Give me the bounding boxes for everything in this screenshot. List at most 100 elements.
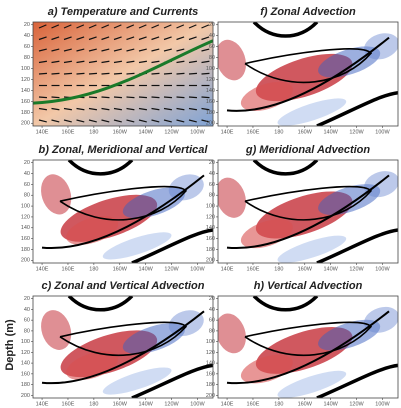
x-tick-label: 100W	[190, 401, 205, 407]
x-tick-label: 160E	[247, 129, 260, 135]
field	[33, 296, 213, 400]
x-tick-label: 160E	[62, 266, 75, 272]
current-arrow	[189, 73, 197, 74]
x-tick-label: 100W	[375, 129, 390, 135]
x-tick-label: 160E	[62, 401, 75, 407]
x-tick-label: 180	[274, 129, 283, 135]
x-tick-label: 140W	[323, 266, 338, 272]
y-tick-label: 60	[209, 44, 215, 50]
x-tick-label: 120W	[164, 266, 179, 272]
y-tick-label: 60	[24, 44, 30, 50]
x-tick-label: 140W	[323, 401, 338, 407]
y-tick-label: 120	[206, 214, 215, 220]
field	[33, 22, 213, 126]
panel-field	[33, 296, 213, 400]
x-tick-label: 160E	[247, 266, 260, 272]
y-tick-label: 60	[209, 182, 215, 188]
y-tick-label: 200	[21, 258, 30, 264]
y-tick-label: 160	[206, 371, 215, 377]
y-tick-label: 140	[21, 88, 30, 94]
current-arrow	[64, 73, 72, 74]
panel-title: a) Temperature and Currents	[48, 6, 199, 18]
y-tick-label: 180	[206, 247, 215, 253]
current-arrow	[164, 73, 172, 74]
x-tick-label: 100W	[375, 401, 390, 407]
x-tick-label: 140E	[221, 401, 234, 407]
panel-title: h) Vertical Advection	[254, 280, 363, 292]
current-arrow	[77, 73, 85, 74]
panel-field	[211, 296, 401, 403]
current-arrow	[39, 97, 47, 98]
x-tick-label: 100W	[190, 129, 205, 135]
panel-title: c) Zonal and Vertical Advection	[42, 280, 205, 292]
x-tick-label: 160W	[113, 266, 128, 272]
x-tick-label: 160W	[298, 129, 313, 135]
panel-field	[33, 160, 213, 265]
y-tick-label: 140	[21, 361, 30, 367]
x-tick-label: 140W	[138, 266, 153, 272]
x-tick-label: 160E	[247, 401, 260, 407]
field	[211, 22, 401, 131]
x-tick-label: 160W	[298, 401, 313, 407]
y-tick-label: 20	[209, 22, 215, 28]
current-arrow	[52, 73, 60, 74]
panel-field	[33, 22, 213, 126]
y-tick-label: 160	[206, 236, 215, 242]
panel-field	[211, 22, 401, 131]
y-tick-label: 120	[21, 214, 30, 220]
y-tick-label: 80	[24, 193, 30, 199]
y-tick-label: 200	[206, 121, 215, 127]
current-arrow	[114, 73, 122, 74]
y-tick-label: 40	[209, 33, 215, 39]
current-arrow	[89, 73, 97, 74]
y-tick-label: 120	[21, 77, 30, 83]
y-tick-label: 120	[206, 350, 215, 356]
field	[211, 296, 401, 403]
x-tick-label: 120W	[349, 401, 364, 407]
x-tick-label: 180	[89, 266, 98, 272]
temperature-field	[33, 22, 213, 126]
x-tick-label: 120W	[349, 129, 364, 135]
y-tick-label: 140	[206, 88, 215, 94]
y-tick-label: 100	[21, 339, 30, 345]
y-tick-label: 100	[21, 204, 30, 210]
current-arrow	[102, 97, 110, 98]
current-arrow	[52, 97, 60, 98]
y-tick-label: 20	[209, 160, 215, 166]
x-tick-label: 180	[274, 266, 283, 272]
field	[33, 160, 213, 265]
x-tick-label: 160W	[298, 266, 313, 272]
y-tick-label: 80	[209, 55, 215, 61]
x-tick-label: 120W	[164, 401, 179, 407]
y-tick-label: 200	[21, 393, 30, 399]
y-tick-label: 180	[21, 247, 30, 253]
y-tick-label: 80	[209, 193, 215, 199]
current-arrow	[39, 73, 47, 74]
current-arrow	[102, 73, 110, 74]
field	[211, 160, 401, 268]
figure: Depth (m) a) Temperature and Currents140…	[0, 0, 401, 408]
current-arrow	[89, 97, 97, 98]
current-arrow	[202, 73, 210, 74]
y-tick-label: 100	[206, 66, 215, 72]
current-arrow	[152, 97, 160, 98]
x-tick-label: 140E	[36, 266, 49, 272]
y-tick-label: 60	[209, 318, 215, 324]
y-tick-label: 80	[24, 55, 30, 61]
current-arrow	[189, 97, 197, 98]
y-tick-label: 100	[206, 339, 215, 345]
panel-title: f) Zonal Advection	[260, 6, 356, 18]
x-tick-label: 140E	[221, 266, 234, 272]
y-tick-label: 140	[21, 225, 30, 231]
x-tick-label: 140W	[138, 129, 153, 135]
y-tick-label: 80	[209, 328, 215, 334]
y-tick-label: 180	[206, 382, 215, 388]
x-tick-label: 140E	[36, 129, 49, 135]
y-tick-label: 60	[24, 182, 30, 188]
y-tick-label: 200	[206, 258, 215, 264]
y-tick-label: 200	[206, 393, 215, 399]
current-arrow	[114, 97, 122, 98]
y-tick-label: 40	[24, 171, 30, 177]
y-tick-label: 180	[21, 382, 30, 388]
y-tick-label: 120	[206, 77, 215, 83]
